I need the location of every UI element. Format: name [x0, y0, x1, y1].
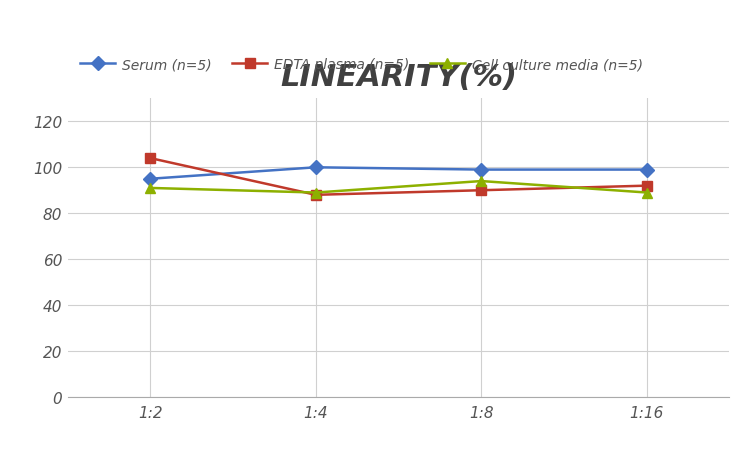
Legend: Serum (n=5), EDTA plasma (n=5), Cell culture media (n=5): Serum (n=5), EDTA plasma (n=5), Cell cul…	[74, 53, 648, 78]
EDTA plasma (n=5)	[477, 188, 486, 193]
Cell culture media (n=5)	[146, 186, 155, 191]
Line: Serum (n=5): Serum (n=5)	[146, 163, 651, 184]
EDTA plasma (n=5)	[146, 156, 155, 161]
Serum (n=5)	[146, 177, 155, 182]
Serum (n=5)	[311, 165, 320, 170]
Cell culture media (n=5)	[311, 190, 320, 196]
Cell culture media (n=5)	[642, 190, 651, 196]
Cell culture media (n=5)	[477, 179, 486, 184]
Line: Cell culture media (n=5): Cell culture media (n=5)	[146, 177, 651, 198]
EDTA plasma (n=5)	[642, 184, 651, 189]
EDTA plasma (n=5)	[311, 193, 320, 198]
Line: EDTA plasma (n=5): EDTA plasma (n=5)	[146, 154, 651, 200]
Title: LINEARITY(%): LINEARITY(%)	[280, 62, 517, 92]
Serum (n=5)	[642, 167, 651, 173]
Serum (n=5)	[477, 167, 486, 173]
